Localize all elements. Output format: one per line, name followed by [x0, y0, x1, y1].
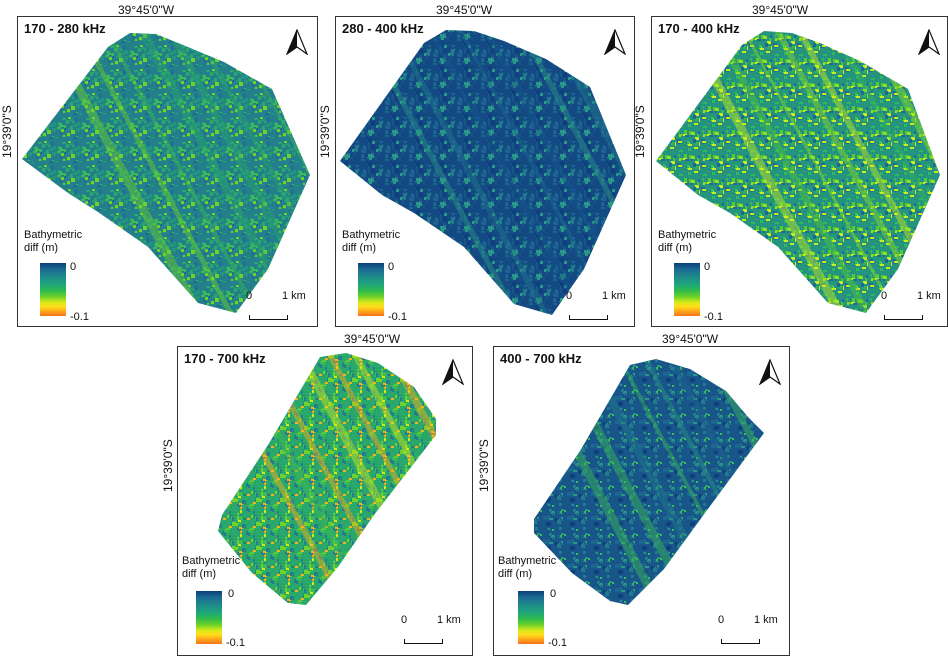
color-ramp [40, 263, 66, 316]
survey-area [534, 359, 764, 605]
panel-title: 280 - 400 kHz [342, 21, 424, 36]
map-panel: 400 - 700 kHz Bathymetric diff (m) 0 -0.… [493, 346, 790, 656]
panel-title: 170 - 700 kHz [184, 351, 266, 366]
scale-zero-label: 0 [718, 614, 725, 626]
survey-area [22, 33, 310, 313]
survey-polygon [656, 31, 940, 313]
color-ramp [196, 591, 222, 644]
scale-zero-label: 0 [246, 290, 253, 302]
longitude-label: 39°45'0"W [118, 3, 175, 17]
legend-title: Bathymetric diff (m) [498, 555, 557, 580]
survey-area [656, 31, 940, 313]
scale-km-label: 1 km [437, 614, 461, 626]
latitude-label: 19°39'0"S [0, 105, 14, 158]
survey-polygon [22, 33, 310, 313]
north-arrow-icon [442, 359, 464, 385]
latitude-label: 19°39'0"S [477, 439, 491, 492]
survey-area [340, 30, 626, 315]
scale-km-label: 1 km [602, 290, 626, 302]
ramp-max-label: 0 [550, 588, 557, 600]
scale-bar [249, 315, 288, 320]
ramp-max-label: 0 [704, 261, 711, 273]
survey-polygon [534, 359, 764, 605]
longitude-label: 39°45'0"W [662, 332, 719, 346]
scale-zero-label: 0 [881, 290, 888, 302]
ramp-max-label: 0 [388, 261, 395, 273]
latitude-label: 19°39'0"S [633, 105, 647, 158]
survey-polygon [340, 30, 626, 315]
panel-title: 400 - 700 kHz [500, 351, 582, 366]
latitude-label: 19°39'0"S [318, 105, 332, 158]
longitude-label: 39°45'0"W [752, 3, 809, 17]
scale-km-label: 1 km [282, 290, 306, 302]
map-panel: 170 - 400 kHz Bathymetric diff (m) 0 -0.… [651, 16, 948, 327]
scale-bar [404, 639, 443, 644]
north-arrow-icon [286, 29, 308, 55]
longitude-label: 39°45'0"W [436, 3, 493, 17]
color-ramp [674, 263, 700, 316]
scale-km-label: 1 km [754, 614, 778, 626]
longitude-label: 39°45'0"W [344, 332, 401, 346]
ramp-min-label: -0.1 [388, 311, 407, 323]
legend-title: Bathymetric diff (m) [182, 555, 241, 580]
legend-title: Bathymetric diff (m) [24, 229, 83, 254]
scale-zero-label: 0 [401, 614, 408, 626]
scale-bar [884, 315, 923, 320]
panel-title: 170 - 400 kHz [658, 21, 740, 36]
legend-title: Bathymetric diff (m) [342, 229, 401, 254]
survey-polygon [218, 353, 436, 605]
ramp-max-label: 0 [70, 261, 77, 273]
north-arrow-icon [604, 29, 626, 55]
ramp-min-label: -0.1 [704, 311, 723, 323]
ramp-max-label: 0 [228, 588, 235, 600]
color-ramp [358, 263, 384, 316]
north-arrow-icon [918, 29, 940, 55]
scale-bar [569, 315, 608, 320]
survey-area [218, 353, 436, 605]
scale-zero-label: 0 [566, 290, 573, 302]
ramp-min-label: -0.1 [226, 637, 245, 649]
color-ramp [518, 591, 544, 644]
scale-km-label: 1 km [917, 290, 941, 302]
map-panel: 170 - 280 kHz Bathymetric diff (m) 0 -0.… [17, 16, 318, 327]
legend-title: Bathymetric diff (m) [658, 229, 717, 254]
ramp-min-label: -0.1 [70, 311, 89, 323]
ramp-min-label: -0.1 [548, 637, 567, 649]
map-panel: 280 - 400 kHz Bathymetric diff (m) 0 -0.… [335, 16, 635, 327]
latitude-label: 19°39'0"S [161, 439, 175, 492]
map-panel: 170 - 700 kHz Bathymetric diff (m) 0 -0.… [177, 346, 473, 656]
north-arrow-icon [759, 359, 781, 385]
scale-bar [721, 639, 760, 644]
panel-title: 170 - 280 kHz [24, 21, 106, 36]
